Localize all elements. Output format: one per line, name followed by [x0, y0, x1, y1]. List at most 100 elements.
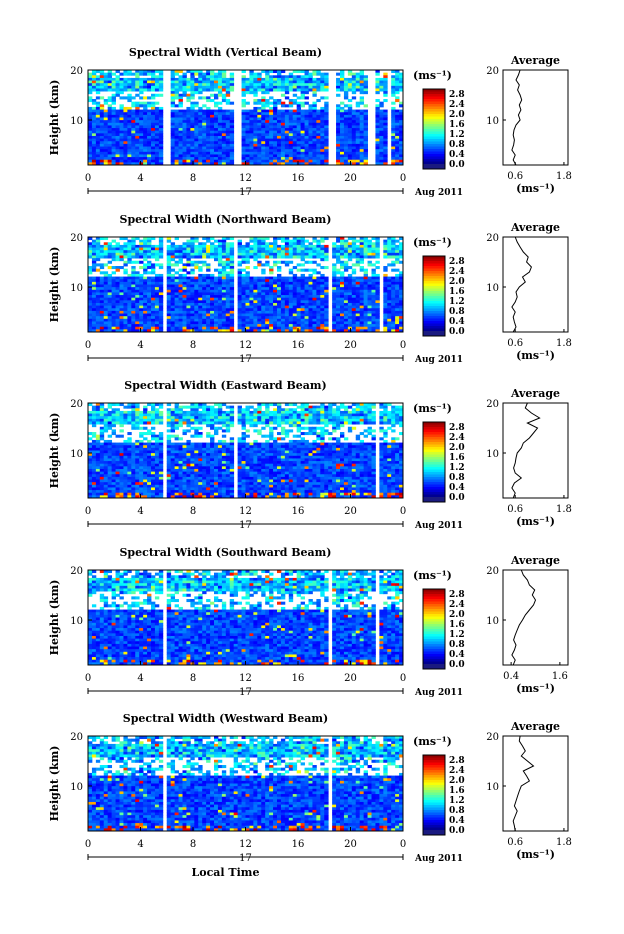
- colorbar-swatch: [423, 490, 445, 493]
- colorbar-swatch: [423, 259, 445, 262]
- colorbar-swatch: [423, 622, 445, 625]
- colorbar-swatch: [423, 760, 445, 763]
- colorbar-swatch: [423, 597, 445, 600]
- colorbar-swatch: [423, 427, 445, 430]
- colorbar-tick-label: 2.0: [449, 277, 465, 287]
- y-tick-label: 10: [70, 616, 83, 627]
- y-tick-label: 20: [70, 66, 83, 77]
- colorbar-swatch: [423, 497, 445, 502]
- colorbar-tick-label: 1.6: [449, 620, 465, 630]
- x-tick-label: 0: [400, 340, 406, 351]
- colorbar-swatch: [423, 134, 445, 137]
- y-tick-label: 20: [70, 566, 83, 577]
- colorbar-tick-label: 2.4: [449, 267, 465, 277]
- average-title: Average: [510, 554, 560, 567]
- x-tick-label: 4: [137, 673, 143, 684]
- colorbar-swatch: [423, 813, 445, 816]
- colorbar-tick-label: 0.8: [449, 473, 465, 483]
- colorbar-unit: (ms⁻¹): [413, 735, 452, 748]
- colorbar-swatch: [423, 790, 445, 793]
- colorbar-swatch: [423, 279, 445, 282]
- colorbar-swatch: [423, 462, 445, 465]
- x-tick-label: 0: [85, 673, 91, 684]
- colorbar-swatch: [423, 281, 445, 284]
- colorbar-unit: (ms⁻¹): [413, 569, 452, 582]
- average-x-tick-label: 0.6: [507, 171, 523, 182]
- colorbar-swatch: [423, 284, 445, 287]
- average-x-tick-label: 1.6: [552, 671, 568, 682]
- colorbar-swatch: [423, 632, 445, 635]
- colorbar-tick-label: 2.0: [449, 776, 465, 786]
- panel-2: Spectral Width (Northward Beam)2010Heigh…: [48, 213, 572, 365]
- colorbar-swatch: [423, 127, 445, 130]
- x-tick-label: 16: [292, 173, 305, 184]
- colorbar-swatch: [423, 775, 445, 778]
- colorbar-tick-label: 2.8: [449, 590, 465, 600]
- average-title: Average: [510, 720, 560, 733]
- average-profile-line: [512, 570, 536, 665]
- colorbar-swatch: [423, 472, 445, 475]
- colorbar-swatch: [423, 102, 445, 105]
- colorbar-swatch: [423, 324, 445, 327]
- colorbar-swatch: [423, 152, 445, 155]
- average-y-tick-label: 10: [486, 782, 499, 793]
- heatmap-cells: [88, 237, 403, 332]
- colorbar-swatch: [423, 321, 445, 324]
- colorbar-swatch: [423, 470, 445, 473]
- colorbar-swatch: [423, 139, 445, 142]
- date-label: Aug 2011: [414, 188, 463, 198]
- x-tick-label: 0: [400, 173, 406, 184]
- colorbar: [423, 89, 445, 169]
- colorbar-swatch: [423, 607, 445, 610]
- date-day-label: 17: [239, 520, 252, 531]
- colorbar-swatch: [423, 485, 445, 488]
- x-tick-label: 8: [190, 173, 196, 184]
- colorbar-unit: (ms⁻¹): [413, 236, 452, 249]
- average-y-tick-label: 20: [486, 233, 499, 244]
- colorbar-tick-label: 0.4: [449, 150, 465, 160]
- colorbar-tick-label: 1.6: [449, 287, 465, 297]
- colorbar-tick-label: 0.0: [449, 160, 465, 170]
- colorbar-swatch: [423, 594, 445, 597]
- x-tick-label: 20: [344, 173, 357, 184]
- colorbar-tick-label: 2.8: [449, 90, 465, 100]
- colorbar-swatch: [423, 319, 445, 322]
- date-label: Aug 2011: [414, 521, 463, 531]
- colorbar-swatch: [423, 261, 445, 264]
- colorbar-swatch: [423, 763, 445, 766]
- colorbar-swatch: [423, 266, 445, 269]
- date-day-label: 17: [239, 853, 252, 864]
- colorbar-swatch: [423, 662, 445, 665]
- colorbar-tick-label: 1.6: [449, 453, 465, 463]
- x-tick-label: 0: [85, 506, 91, 517]
- average-y-tick-label: 10: [486, 616, 499, 627]
- colorbar-swatch: [423, 612, 445, 615]
- average-x-label: (ms⁻¹): [516, 182, 555, 195]
- x-tick-label: 0: [400, 673, 406, 684]
- date-day-label: 17: [239, 687, 252, 698]
- colorbar-swatch: [423, 780, 445, 783]
- colorbar-tick-label: 0.0: [449, 660, 465, 670]
- colorbar-swatch: [423, 609, 445, 612]
- colorbar-swatch: [423, 487, 445, 490]
- colorbar-swatch: [423, 460, 445, 463]
- x-tick-label: 8: [190, 506, 196, 517]
- colorbar-swatch: [423, 162, 445, 165]
- colorbar-tick-label: 2.0: [449, 443, 465, 453]
- colorbar-tick-label: 2.8: [449, 257, 465, 267]
- y-axis-label: Height (km): [48, 247, 61, 323]
- y-axis-label: Height (km): [48, 80, 61, 156]
- colorbar-swatch: [423, 124, 445, 127]
- panel-title: Spectral Width (Eastward Beam): [124, 379, 326, 392]
- colorbar-swatch: [423, 465, 445, 468]
- x-tick-label: 8: [190, 673, 196, 684]
- colorbar-swatch: [423, 314, 445, 317]
- average-y-tick-label: 20: [486, 66, 499, 77]
- average-x-label: (ms⁻¹): [516, 515, 555, 528]
- y-axis-label: Height (km): [48, 580, 61, 656]
- colorbar-swatch: [423, 445, 445, 448]
- colorbar-swatch: [423, 647, 445, 650]
- colorbar-swatch: [423, 296, 445, 299]
- x-tick-label: 4: [137, 506, 143, 517]
- average-x-tick-label: 0.6: [507, 837, 523, 848]
